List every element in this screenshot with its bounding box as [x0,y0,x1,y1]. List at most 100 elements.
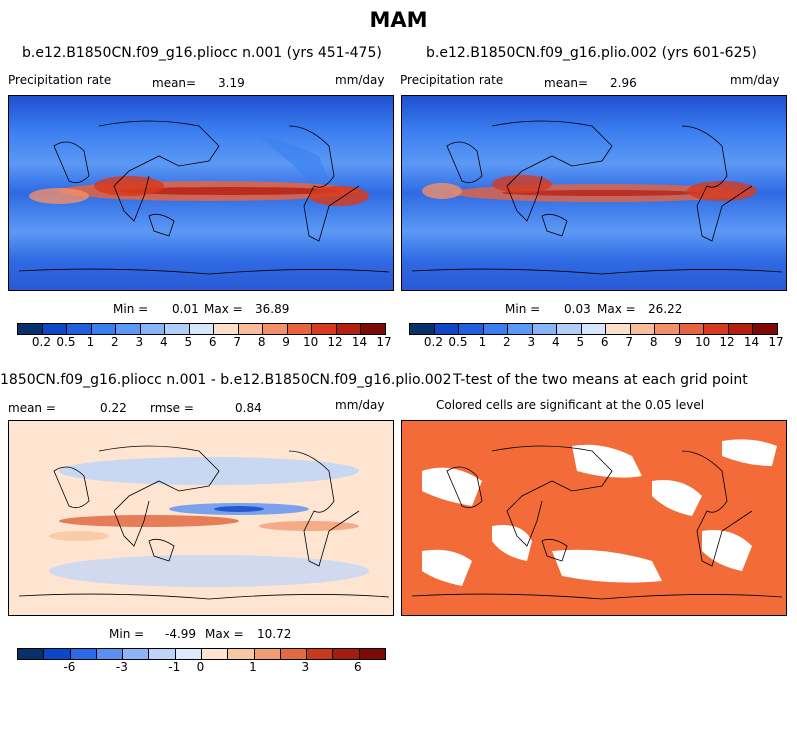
top-right-mean-value: 2.96 [610,76,637,90]
precip-colorbar-swatch [679,324,705,334]
precip-colorbar-swatch [704,324,729,334]
diff-colorbar-swatch [359,649,385,659]
precip-colorbar-label: 9 [282,335,290,349]
precip-colorbar-swatch [312,324,337,334]
precip-colorbar-swatch [42,324,68,334]
diff-colorbar-swatch [18,649,45,659]
precip-colorbar-swatch [434,324,460,334]
precip-colorbar-swatch [91,324,117,334]
precip-colorbar-label: 14 [351,335,368,349]
diff-colorbar-swatch [175,649,202,659]
precip-colorbar-label: 0.5 [448,335,468,349]
diff-colorbar-label: 0 [196,660,205,674]
bottom-right-significance-map [401,420,787,616]
precip-colorbar-label: 12 [719,335,735,349]
diff-colorbar-swatch [96,649,124,659]
precip-colorbar-label: 8 [257,335,266,349]
precip-colorbar-label: 12 [327,335,343,349]
top-right-mean-label: mean= [544,76,589,90]
precip-colorbar-swatch [655,324,680,334]
precip-colorbar-swatch [116,324,141,334]
top-right-units: mm/day [730,73,780,87]
top-right-colorbar [409,323,778,335]
precip-colorbar-swatch [581,324,607,334]
precip-colorbar-label: 1 [478,335,487,349]
precip-colorbar-swatch [336,324,362,334]
top-right-variable: Precipitation rate [400,73,504,87]
top-left-mean-label: mean= [152,76,197,90]
top-left-case-title: b.e12.B1850CN.f09_g16.pliocc n.001 (yrs … [22,45,382,61]
bottom-left-difference-map [8,420,394,616]
top-left-min-label: Min = [113,302,149,316]
precip-colorbar-label: 8 [649,335,658,349]
bottom-right-title: T-test of the two means at each grid poi… [453,372,748,388]
diff-colorbar-label: -1 [168,660,181,674]
precip-colorbar-swatch [483,324,509,334]
bottom-right-subtitle: Colored cells are significant at the 0.0… [436,398,705,412]
top-right-max-value: 26.22 [648,302,683,316]
bottom-left-max-label: Max = [205,627,244,641]
top-left-units: mm/day [335,73,385,87]
top-left-map-svg [9,96,393,290]
precip-colorbar-swatch [606,324,631,334]
precip-colorbar-swatch [287,324,313,334]
bottom-left-rmse-label: rmse = [150,401,194,415]
diff-colorbar-swatch [70,649,97,659]
top-left-max-label: Max = [204,302,243,316]
top-right-map-svg [402,96,786,290]
precip-colorbar-swatch [361,324,385,334]
figure-title: MAM [369,8,428,32]
precip-colorbar-label: 3 [527,335,536,349]
precip-colorbar-label: 0.2 [423,335,443,349]
top-right-precip-map [401,95,787,291]
precip-colorbar-swatch [459,324,484,334]
diff-colorbar-swatch [149,649,176,659]
bottom-left-min-label: Min = [109,627,145,641]
bottom-left-max-value: 10.72 [257,627,292,641]
precip-colorbar-swatch [532,324,558,334]
top-left-precip-map [8,95,394,291]
top-left-colorbar-labels: 0.2 0.5 1 2 3 4 5 6 7 8 9 10 12 14 17 [17,335,392,349]
precip-colorbar-label: 7 [233,335,242,349]
bottom-left-mean-value: 0.22 [100,401,127,415]
precip-colorbar-swatch [410,324,435,334]
precip-colorbar-label: 10 [302,335,319,349]
precip-colorbar-label: 5 [184,335,193,349]
precip-colorbar-label: 2 [503,335,511,349]
precip-colorbar-label: 4 [159,335,168,349]
precip-colorbar-label: 17 [768,335,784,349]
diff-colorbar-label: -6 [63,660,76,674]
precip-colorbar-label: 3 [135,335,144,349]
diff-colorbar-swatch [228,649,255,659]
top-left-variable: Precipitation rate [8,73,112,87]
precip-colorbar-swatch [557,324,582,334]
precip-colorbar-label: 4 [551,335,560,349]
diff-colorbar-label: 6 [353,660,362,674]
precip-colorbar-label: 17 [376,335,392,349]
diff-colorbar-swatch [254,649,281,659]
diff-colorbar-swatch [333,649,360,659]
precip-colorbar-swatch [728,324,754,334]
precip-colorbar-label: 0.5 [56,335,76,349]
bottom-left-colorbar-labels: -6 -3 -1 0 1 3 6 [17,660,384,674]
precip-colorbar-swatch [753,324,777,334]
top-left-mean-value: 3.19 [218,76,245,90]
precip-colorbar-swatch [508,324,533,334]
precip-colorbar-swatch [140,324,166,334]
precip-colorbar-swatch [263,324,288,334]
bottom-left-units: mm/day [335,398,385,412]
bottom-left-rmse-value: 0.84 [235,401,262,415]
top-right-max-label: Max = [597,302,636,316]
diff-colorbar-swatch [201,649,229,659]
top-right-colorbar-labels: 0.2 0.5 1 2 3 4 5 6 7 8 9 10 12 14 17 [409,335,784,349]
precip-colorbar-label: 6 [208,335,217,349]
diff-colorbar-swatch [280,649,308,659]
precip-colorbar-swatch [165,324,190,334]
precip-colorbar-swatch [630,324,656,334]
precip-colorbar-swatch [214,324,239,334]
top-right-case-title: b.e12.B1850CN.f09_g16.plio.002 (yrs 601-… [426,45,757,61]
diff-colorbar-label: -3 [115,660,128,674]
precip-colorbar-swatch [18,324,43,334]
bottom-left-map-svg [9,421,393,615]
bottom-left-mean-label: mean = [8,401,56,415]
